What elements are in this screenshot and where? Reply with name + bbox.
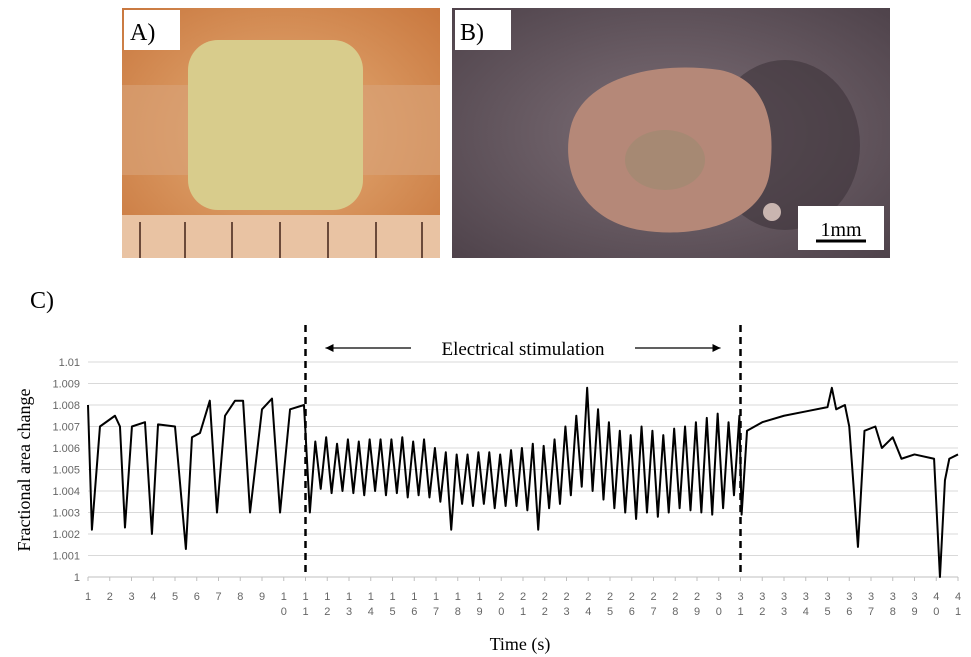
x-tick-label: 7 xyxy=(215,591,221,603)
x-tick-label: 2 xyxy=(107,591,113,603)
y-tick-label: 1.003 xyxy=(52,508,80,520)
arrow-head xyxy=(713,344,721,352)
panel-label: B) xyxy=(460,20,484,46)
x-tick-label: 5 xyxy=(172,591,178,603)
y-tick-label: 1 xyxy=(74,572,80,584)
photo-b: B) 1mm xyxy=(452,8,890,258)
y-tick-label: 1.004 xyxy=(52,486,80,498)
y-tick-label: 1.001 xyxy=(52,551,80,563)
y-tick-label: 1.009 xyxy=(52,379,80,391)
x-tick-label: 6 xyxy=(194,591,200,603)
figure: A) B) 1mm C) Fractional area change Time… xyxy=(0,0,971,657)
x-tick-label: 8 xyxy=(237,591,243,603)
x-axis-label: Time (s) xyxy=(490,634,551,655)
y-tick-label: 1.01 xyxy=(59,357,80,369)
arrow-head xyxy=(326,344,334,352)
panel-label: C) xyxy=(30,288,54,314)
x-tick-label: 1 xyxy=(85,591,91,603)
x-tick-label: 4 xyxy=(150,591,156,603)
y-tick-label: 1.008 xyxy=(52,400,80,412)
photo-a: A) xyxy=(122,8,440,258)
y-tick-label: 1.007 xyxy=(52,422,80,434)
y-tick-label: 1.006 xyxy=(52,443,80,455)
x-tick-label: 3 xyxy=(128,591,134,603)
y-axis-label: Fractional area change xyxy=(14,389,34,552)
x-tick-label: 9 xyxy=(259,591,265,603)
plot: 1 1.001 1.002 1.003 1.004 1.005 1.006 1.007 1.00… xyxy=(52,325,961,618)
y-tick-label: 1.005 xyxy=(52,465,80,477)
data-line xyxy=(88,388,958,577)
panel-label: A) xyxy=(130,20,155,46)
annotation-text: Electrical stimulation xyxy=(441,339,605,360)
scale-bar-label: 1mm xyxy=(820,219,862,241)
y-tick-label: 1.002 xyxy=(52,529,80,541)
